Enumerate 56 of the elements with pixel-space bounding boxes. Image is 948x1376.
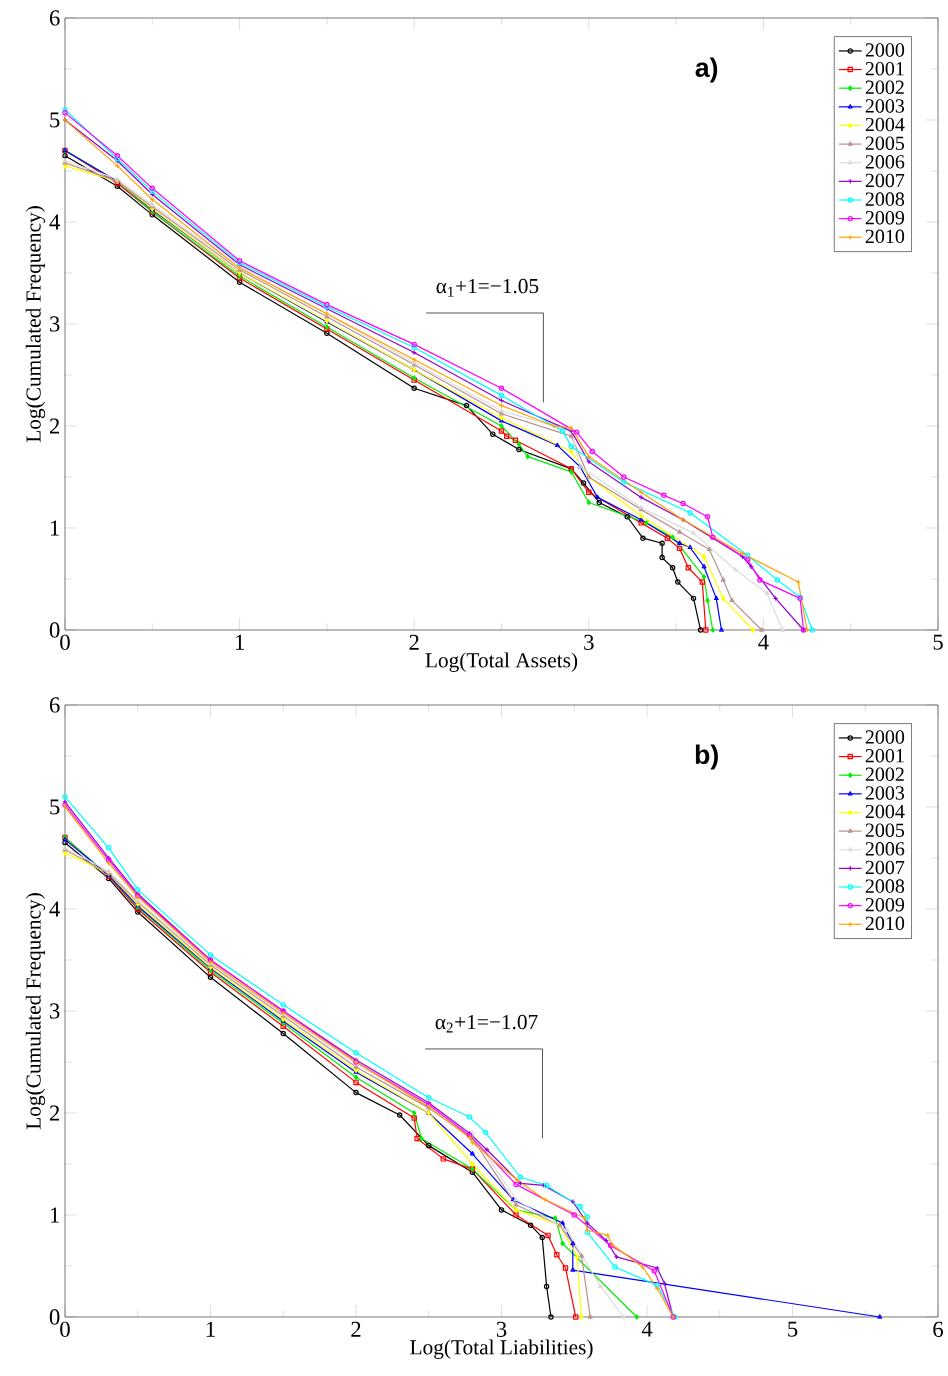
x-tick-label: 3: [496, 1321, 507, 1337]
legend-label: 2008: [865, 192, 905, 206]
y-tick-label: 0: [49, 622, 60, 638]
legend-label: 2000: [865, 43, 905, 57]
legend-label: 2010: [865, 229, 905, 244]
legend-label: 2009: [865, 897, 905, 912]
x-tick-label: 2: [409, 634, 419, 650]
legend-label: 2004: [865, 804, 905, 819]
y-tick-label: 2: [49, 418, 59, 434]
legend-label: 2005: [865, 823, 905, 837]
y-axis-title: Log(Cumulated Frequency): [25, 206, 46, 443]
legend-label: 2006: [865, 155, 905, 169]
x-tick-label: 3: [584, 634, 594, 650]
text: b): [695, 744, 718, 770]
y-axis-title: Log(Cumulated Frequency): [25, 893, 46, 1130]
legend-label: 2001: [865, 748, 904, 763]
legend-label: 2000: [865, 730, 905, 744]
y-tick-label: 2: [49, 1105, 59, 1121]
x-tick-label: 4: [758, 634, 769, 650]
y-tick-label: 5: [50, 112, 60, 128]
x-tick-label: 6: [933, 1321, 943, 1337]
x-tick-label: 5: [788, 1321, 798, 1337]
legend-label: 2001: [865, 61, 904, 76]
y-tick-label: 6: [49, 10, 60, 26]
legend-label: 2005: [865, 136, 905, 150]
x-tick-label: 0: [60, 634, 70, 650]
x-tick-label: 1: [235, 634, 244, 650]
legend-label: 2007: [865, 860, 905, 875]
legend-label: 2010: [865, 916, 905, 931]
y-tick-label: 4: [49, 901, 60, 917]
legend-label: 2008: [865, 879, 905, 893]
y-tick-label: 1: [50, 520, 59, 536]
legend-label: 2006: [865, 842, 905, 856]
x-tick-label: 4: [641, 1321, 653, 1337]
y-tick-label: 5: [50, 799, 60, 815]
x-tick-label: 5: [933, 634, 943, 650]
x-tick-label: 2: [351, 1321, 361, 1337]
legend-label: 2009: [865, 210, 905, 225]
y-tick-label: 4: [49, 214, 60, 230]
annotation: α$_{1}$+1=−1.05: [436, 278, 539, 297]
y-tick-label: 3: [50, 1003, 60, 1019]
y-tick-label: 3: [50, 316, 60, 332]
legend-label: 2003: [865, 99, 905, 113]
x-axis-title: Log(Total Liabilities): [410, 1339, 593, 1359]
y-tick-label: 6: [49, 697, 60, 713]
legend-label: 2002: [865, 767, 904, 782]
x-tick-label: 1: [206, 1321, 215, 1337]
annotation: α$_{2}$+1=−1.07: [435, 1014, 538, 1033]
legend-label: 2002: [865, 80, 904, 95]
y-tick-label: 1: [50, 1207, 59, 1223]
legend-label: 2007: [865, 173, 905, 188]
legend-label: 2003: [865, 786, 905, 800]
legend-label: 2004: [865, 117, 905, 132]
y-tick-label: 0: [49, 1309, 60, 1325]
text: a): [695, 57, 718, 83]
x-axis-title: Log(Total Assets): [425, 652, 578, 672]
